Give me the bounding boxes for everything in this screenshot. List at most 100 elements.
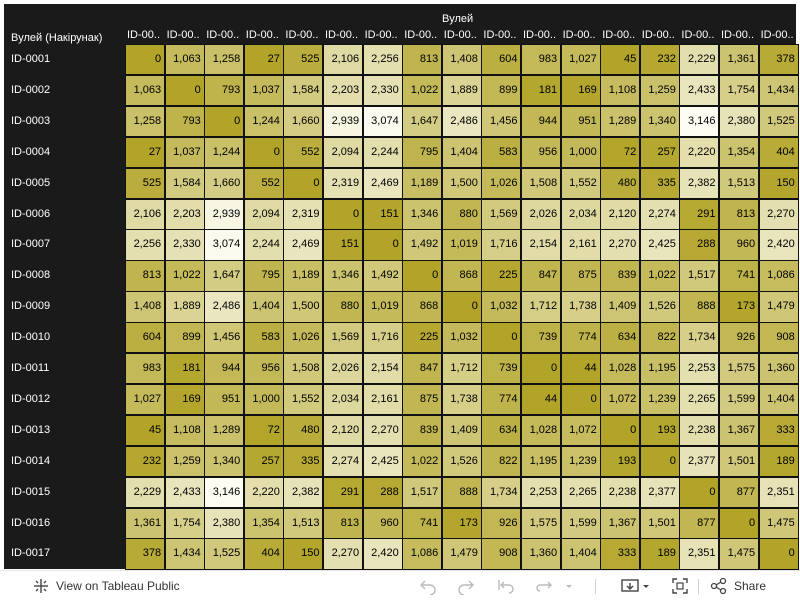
heatmap-cell[interactable]: 1,517 (679, 260, 720, 292)
heatmap-cell[interactable]: 1,022 (402, 445, 443, 478)
heatmap-cell[interactable]: 1,404 (441, 136, 482, 169)
heatmap-cell[interactable]: 1,244 (204, 136, 245, 169)
heatmap-cell[interactable]: 774 (481, 383, 522, 416)
heatmap-cell[interactable]: 2,120 (600, 198, 641, 230)
heatmap-cell[interactable]: 193 (639, 414, 680, 447)
heatmap-cell[interactable]: 888 (679, 291, 720, 323)
heatmap-cell[interactable]: 193 (600, 445, 641, 478)
heatmap-cell[interactable]: 1,475 (719, 538, 760, 570)
heatmap-cell[interactable]: 2,274 (323, 445, 364, 478)
heatmap-cell[interactable]: 1,409 (441, 414, 482, 447)
heatmap-cell[interactable]: 1,492 (402, 229, 443, 261)
heatmap-cell[interactable]: 181 (521, 74, 562, 107)
heatmap-cell[interactable]: 0 (402, 260, 443, 292)
heatmap-cell[interactable]: 232 (639, 44, 680, 76)
heatmap-cell[interactable]: 0 (600, 414, 641, 447)
heatmap-cell[interactable]: 875 (402, 383, 443, 416)
heatmap-cell[interactable]: 1,244 (243, 105, 284, 138)
heatmap-cell[interactable]: 2,380 (719, 105, 760, 138)
heatmap-cell[interactable]: 404 (758, 136, 799, 169)
heatmap-cell[interactable]: 1,063 (125, 74, 166, 107)
heatmap-cell[interactable]: 795 (243, 260, 284, 292)
heatmap-cell[interactable]: 741 (402, 507, 443, 539)
heatmap-cell[interactable]: 1,189 (402, 167, 443, 199)
heatmap-cell[interactable]: 1,479 (758, 291, 799, 323)
heatmap-cell[interactable]: 583 (481, 136, 522, 169)
heatmap-cell[interactable]: 288 (362, 476, 403, 508)
heatmap-cell[interactable]: 225 (402, 322, 443, 354)
heatmap-cell[interactable]: 1,000 (560, 136, 601, 169)
heatmap-cell[interactable]: 1,552 (560, 167, 601, 199)
heatmap-cell[interactable]: 27 (125, 136, 166, 169)
heatmap-cell[interactable]: 1,660 (204, 167, 245, 199)
heatmap-cell[interactable]: 2,939 (204, 198, 245, 230)
heatmap-cell[interactable]: 1,239 (560, 445, 601, 478)
heatmap-cell[interactable]: 1,195 (639, 353, 680, 385)
download-button[interactable] (620, 576, 652, 596)
heatmap-cell[interactable]: 1,525 (204, 538, 245, 570)
heatmap-cell[interactable]: 908 (481, 538, 522, 570)
heatmap-cell[interactable]: 169 (560, 74, 601, 107)
heatmap-cell[interactable]: 1,108 (164, 414, 205, 447)
heatmap-cell[interactable]: 2,270 (600, 229, 641, 261)
heatmap-cell[interactable]: 1,738 (560, 291, 601, 323)
heatmap-cell[interactable]: 868 (402, 291, 443, 323)
heatmap-cell[interactable]: 150 (758, 167, 799, 199)
heatmap-cell[interactable]: 1,492 (362, 260, 403, 292)
heatmap-cell[interactable]: 875 (560, 260, 601, 292)
heatmap-cell[interactable]: 1,360 (521, 538, 562, 570)
heatmap-cell[interactable]: 2,034 (560, 198, 601, 230)
heatmap-cell[interactable]: 1,367 (719, 414, 760, 447)
heatmap-cell[interactable]: 0 (441, 291, 482, 323)
heatmap-cell[interactable]: 1,526 (639, 291, 680, 323)
heatmap-cell[interactable]: 1,028 (600, 353, 641, 385)
heatmap-cell[interactable]: 956 (521, 136, 562, 169)
heatmap-cell[interactable]: 0 (758, 538, 799, 570)
heatmap-cell[interactable]: 335 (639, 167, 680, 199)
heatmap-cell[interactable]: 2,486 (204, 291, 245, 323)
heatmap-cell[interactable]: 0 (164, 74, 205, 107)
refresh-button[interactable] (534, 576, 554, 596)
heatmap-cell[interactable]: 604 (125, 322, 166, 354)
heatmap-cell[interactable]: 2,161 (362, 383, 403, 416)
heatmap-cell[interactable]: 378 (758, 44, 799, 76)
heatmap-cell[interactable]: 839 (402, 414, 443, 447)
heatmap-cell[interactable]: 173 (441, 507, 482, 539)
heatmap-cell[interactable]: 1,479 (441, 538, 482, 570)
heatmap-cell[interactable]: 45 (600, 44, 641, 76)
heatmap-cell[interactable]: 1,072 (600, 383, 641, 416)
heatmap-cell[interactable]: 2,203 (164, 198, 205, 230)
heatmap-cell[interactable]: 1,712 (521, 291, 562, 323)
heatmap-cell[interactable]: 2,229 (679, 44, 720, 76)
heatmap-cell[interactable]: 1,346 (323, 260, 364, 292)
heatmap-cell[interactable]: 2,469 (283, 229, 324, 261)
heatmap-cell[interactable]: 1,340 (204, 445, 245, 478)
heatmap-cell[interactable]: 1,525 (758, 105, 799, 138)
heatmap-cell[interactable]: 150 (283, 538, 324, 570)
view-on-tableau-button[interactable]: View on Tableau Public (32, 576, 180, 596)
heatmap-cell[interactable]: 1,734 (679, 322, 720, 354)
heatmap-cell[interactable]: 877 (679, 507, 720, 539)
heatmap-cell[interactable]: 2,382 (283, 476, 324, 508)
heatmap-cell[interactable]: 2,265 (560, 476, 601, 508)
heatmap-cell[interactable]: 774 (560, 322, 601, 354)
redo-button[interactable] (456, 576, 476, 596)
heatmap-cell[interactable]: 2,034 (323, 383, 364, 416)
heatmap-cell[interactable]: 404 (243, 538, 284, 570)
heatmap-cell[interactable]: 847 (521, 260, 562, 292)
heatmap-cell[interactable]: 813 (402, 44, 443, 76)
heatmap-cell[interactable]: 2,094 (323, 136, 364, 169)
heatmap-cell[interactable]: 983 (125, 353, 166, 385)
heatmap-cell[interactable]: 1,072 (560, 414, 601, 447)
heatmap-cell[interactable]: 1,408 (441, 44, 482, 76)
heatmap-cell[interactable]: 1,738 (441, 383, 482, 416)
heatmap-cell[interactable]: 2,319 (283, 198, 324, 230)
heatmap-cell[interactable]: 2,094 (243, 198, 284, 230)
heatmap-cell[interactable]: 813 (125, 260, 166, 292)
heatmap-cell[interactable]: 944 (204, 353, 245, 385)
heatmap-cell[interactable]: 1,063 (164, 44, 205, 76)
heatmap-cell[interactable]: 2,106 (323, 44, 364, 76)
heatmap-cell[interactable]: 1,404 (560, 538, 601, 570)
heatmap-cell[interactable]: 1,500 (283, 291, 324, 323)
revert-button[interactable] (496, 576, 516, 596)
